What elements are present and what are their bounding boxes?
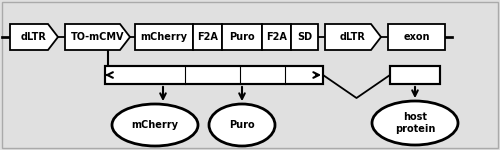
- Text: F2A: F2A: [197, 32, 218, 42]
- Text: dLTR: dLTR: [340, 32, 366, 42]
- Polygon shape: [65, 24, 130, 50]
- Ellipse shape: [112, 104, 198, 146]
- Bar: [105, 66, 323, 84]
- Text: Puro: Puro: [229, 32, 255, 42]
- Bar: [262, 24, 291, 50]
- Bar: [390, 66, 440, 84]
- Text: Puro: Puro: [229, 120, 255, 130]
- Bar: [388, 24, 445, 50]
- Ellipse shape: [372, 101, 458, 145]
- Bar: [291, 24, 318, 50]
- Text: mCherry: mCherry: [132, 120, 178, 130]
- Text: TO-mCMV: TO-mCMV: [71, 32, 124, 42]
- Bar: [222, 24, 262, 50]
- Text: SD: SD: [297, 32, 312, 42]
- Polygon shape: [10, 24, 58, 50]
- Text: host
protein: host protein: [395, 112, 435, 134]
- Ellipse shape: [209, 104, 275, 146]
- Text: mCherry: mCherry: [140, 32, 188, 42]
- Polygon shape: [325, 24, 381, 50]
- Text: dLTR: dLTR: [21, 32, 47, 42]
- Text: exon: exon: [403, 32, 430, 42]
- Bar: [135, 24, 193, 50]
- Bar: [193, 24, 222, 50]
- Text: F2A: F2A: [266, 32, 287, 42]
